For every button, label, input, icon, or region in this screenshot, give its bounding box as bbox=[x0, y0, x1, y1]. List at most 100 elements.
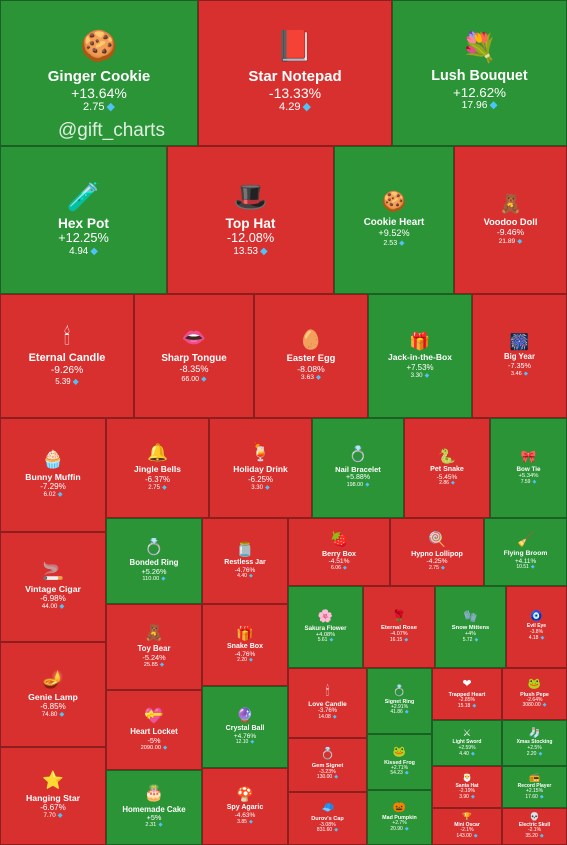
price-value: 2.31 bbox=[145, 822, 157, 829]
tile-sharp-tongue: 👄 Sharp Tongue -8.35% 66.00 ◆ bbox=[134, 294, 254, 418]
tile-change: +4.11% bbox=[514, 557, 537, 565]
nail-bracelet-icon: 💍 bbox=[348, 446, 368, 464]
diamond-icon: ◆ bbox=[57, 812, 63, 820]
tile-change: -6.85% bbox=[40, 701, 66, 711]
tile-hex-pot: 🧪 Hex Pot +12.25% 4.94 ◆ bbox=[0, 146, 167, 294]
tile-name: Crystal Ball bbox=[225, 724, 265, 732]
snake-box-icon: 🎁 bbox=[236, 624, 254, 641]
price-value: 44.00 bbox=[41, 603, 58, 611]
diamond-icon: ◆ bbox=[539, 794, 544, 801]
diamond-icon: ◆ bbox=[472, 702, 477, 709]
tile-name: Vintage Cigar bbox=[25, 584, 81, 595]
tile-change: -3.76% bbox=[317, 708, 338, 715]
tile-price: 2.75 ◆ bbox=[148, 484, 167, 491]
price-value: 2090.00 bbox=[140, 744, 162, 751]
price-value: 17.96 bbox=[461, 100, 488, 112]
tile-name: Hex Pot bbox=[58, 215, 109, 231]
easter-egg-icon: 🥚 bbox=[299, 328, 323, 350]
trapped-heart-icon: ❤ bbox=[462, 677, 472, 690]
diamond-icon: ◆ bbox=[343, 564, 347, 571]
diamond-icon: ◆ bbox=[159, 661, 165, 668]
price-value: 66.00 bbox=[181, 374, 200, 383]
tile-price: 7.70 ◆ bbox=[44, 812, 63, 819]
tile-name: Genie Lamp bbox=[28, 691, 78, 702]
diamond-icon: ◆ bbox=[474, 636, 479, 643]
tile-trapped-heart: ❤ Trapped Heart -2.85% 15.18 ◆ bbox=[432, 668, 502, 720]
berry-box-icon: 🍓 bbox=[330, 531, 348, 548]
tile-name: Bonded Ring bbox=[129, 558, 179, 568]
price-value: 4.40 bbox=[237, 573, 247, 580]
tile-name: Kissed Frog bbox=[384, 759, 415, 766]
holiday-drink-icon: 🍹 bbox=[249, 443, 271, 462]
diamond-icon: ◆ bbox=[538, 750, 543, 757]
hex-pot-icon: 🧪 bbox=[66, 180, 101, 212]
mad-pumpkin-icon: 🎃 bbox=[392, 801, 407, 814]
price-value: 7.70 bbox=[43, 812, 56, 820]
tile-name: Voodoo Doll bbox=[483, 217, 538, 227]
diamond-icon: ◆ bbox=[441, 564, 445, 571]
price-value: 3.85 bbox=[237, 818, 247, 825]
tile-change: +5.34% bbox=[518, 472, 539, 479]
tile-top-hat: 🎩 Top Hat -12.08% 13.53 ◆ bbox=[167, 146, 334, 294]
tile-pet-snake: 🐍 Pet Snake -5.45% 2.86 ◆ bbox=[404, 418, 490, 518]
tile-change: +7.53% bbox=[406, 363, 434, 373]
tile-price: 2.20 ◆ bbox=[527, 750, 543, 758]
tile-price: 3.30 ◆ bbox=[411, 372, 430, 379]
tile-price: 5.39 ◆ bbox=[55, 377, 78, 386]
plush-pepe-icon: 🐸 bbox=[527, 677, 542, 690]
jingle-bells-icon: 🔔 bbox=[146, 443, 168, 462]
price-value: 4.94 bbox=[69, 245, 89, 257]
tile-price: 4.40 ◆ bbox=[237, 574, 253, 580]
tile-change: -4.76% bbox=[234, 566, 256, 574]
tile-name: Lush Bouquet bbox=[431, 68, 528, 85]
tile-change: +5.88% bbox=[346, 474, 370, 482]
price-value: 41.86 bbox=[390, 709, 403, 716]
watermark: @gift_charts bbox=[58, 120, 165, 141]
diamond-icon: ◆ bbox=[248, 657, 253, 664]
price-value: 143.00 bbox=[456, 833, 472, 840]
tile-change: -8.08% bbox=[297, 363, 325, 374]
flying-broom-icon: 🧹 bbox=[517, 532, 534, 548]
price-value: 54.23 bbox=[390, 770, 403, 777]
tile-name: Hanging Star bbox=[25, 793, 81, 804]
tile-change: -3.08% bbox=[319, 821, 336, 828]
tile-name: Snake Box bbox=[226, 642, 264, 650]
tile-lush-bouquet: 💐 Lush Bouquet +12.62% 17.96 ◆ bbox=[392, 0, 567, 146]
tile-change: +2.7% bbox=[392, 820, 407, 827]
price-value: 17.60 bbox=[525, 794, 538, 801]
tile-vintage-cigar: 🚬 Vintage Cigar -6.98% 44.00 ◆ bbox=[0, 532, 106, 642]
tile-change: -9.46% bbox=[496, 226, 525, 237]
tile-price: 7.59 ◆ bbox=[521, 479, 537, 486]
bonded-ring-icon: 💍 bbox=[144, 538, 164, 556]
tile-change: +2.5% bbox=[527, 744, 542, 751]
evil-eye-icon: 🧿 bbox=[530, 611, 543, 623]
tile-change: -7.29% bbox=[40, 482, 66, 492]
tile-name: Restless Jar bbox=[224, 558, 266, 566]
tile-heart-locket: 💝 Heart Locket -5% 2090.00 ◆ bbox=[106, 690, 202, 770]
homemade-cake-icon: 🎂 bbox=[144, 785, 164, 803]
pet-snake-icon: 🐍 bbox=[438, 447, 456, 464]
tile-light-sword: ⚔ Light Sword +2.59% 4.40 ◆ bbox=[432, 720, 502, 766]
tile-change: -4.63% bbox=[234, 812, 256, 820]
price-value: 74.80 bbox=[41, 710, 58, 718]
tile-change: -5.24% bbox=[142, 652, 166, 662]
eternal-rose-icon: 🌹 bbox=[391, 608, 407, 623]
tile-change: +2.15% bbox=[525, 788, 544, 795]
price-value: 3.63 bbox=[300, 373, 314, 381]
tile-name: Spy Agaric bbox=[226, 804, 264, 812]
tile-change: -9.26% bbox=[50, 365, 84, 377]
tile-price: 3.85 ◆ bbox=[237, 818, 253, 826]
tile-change: -6.25% bbox=[248, 474, 273, 484]
tile-change: +2.71% bbox=[390, 764, 409, 771]
diamond-icon: ◆ bbox=[470, 794, 475, 801]
tile-change: -6.67% bbox=[40, 803, 66, 813]
tile-change: +13.64% bbox=[71, 85, 127, 102]
price-value: 4.18 bbox=[528, 634, 539, 641]
diamond-icon: ◆ bbox=[201, 374, 207, 383]
tile-price: 2090.00 ◆ bbox=[141, 745, 168, 752]
tile-bunny-muffin: 🧁 Bunny Muffin -7.29% 6.02 ◆ bbox=[0, 418, 106, 532]
tile-name: Durov's Cap bbox=[311, 816, 344, 823]
durov-s-cap-icon: 🧢 bbox=[320, 801, 335, 814]
price-value: 2.86 bbox=[439, 480, 449, 487]
